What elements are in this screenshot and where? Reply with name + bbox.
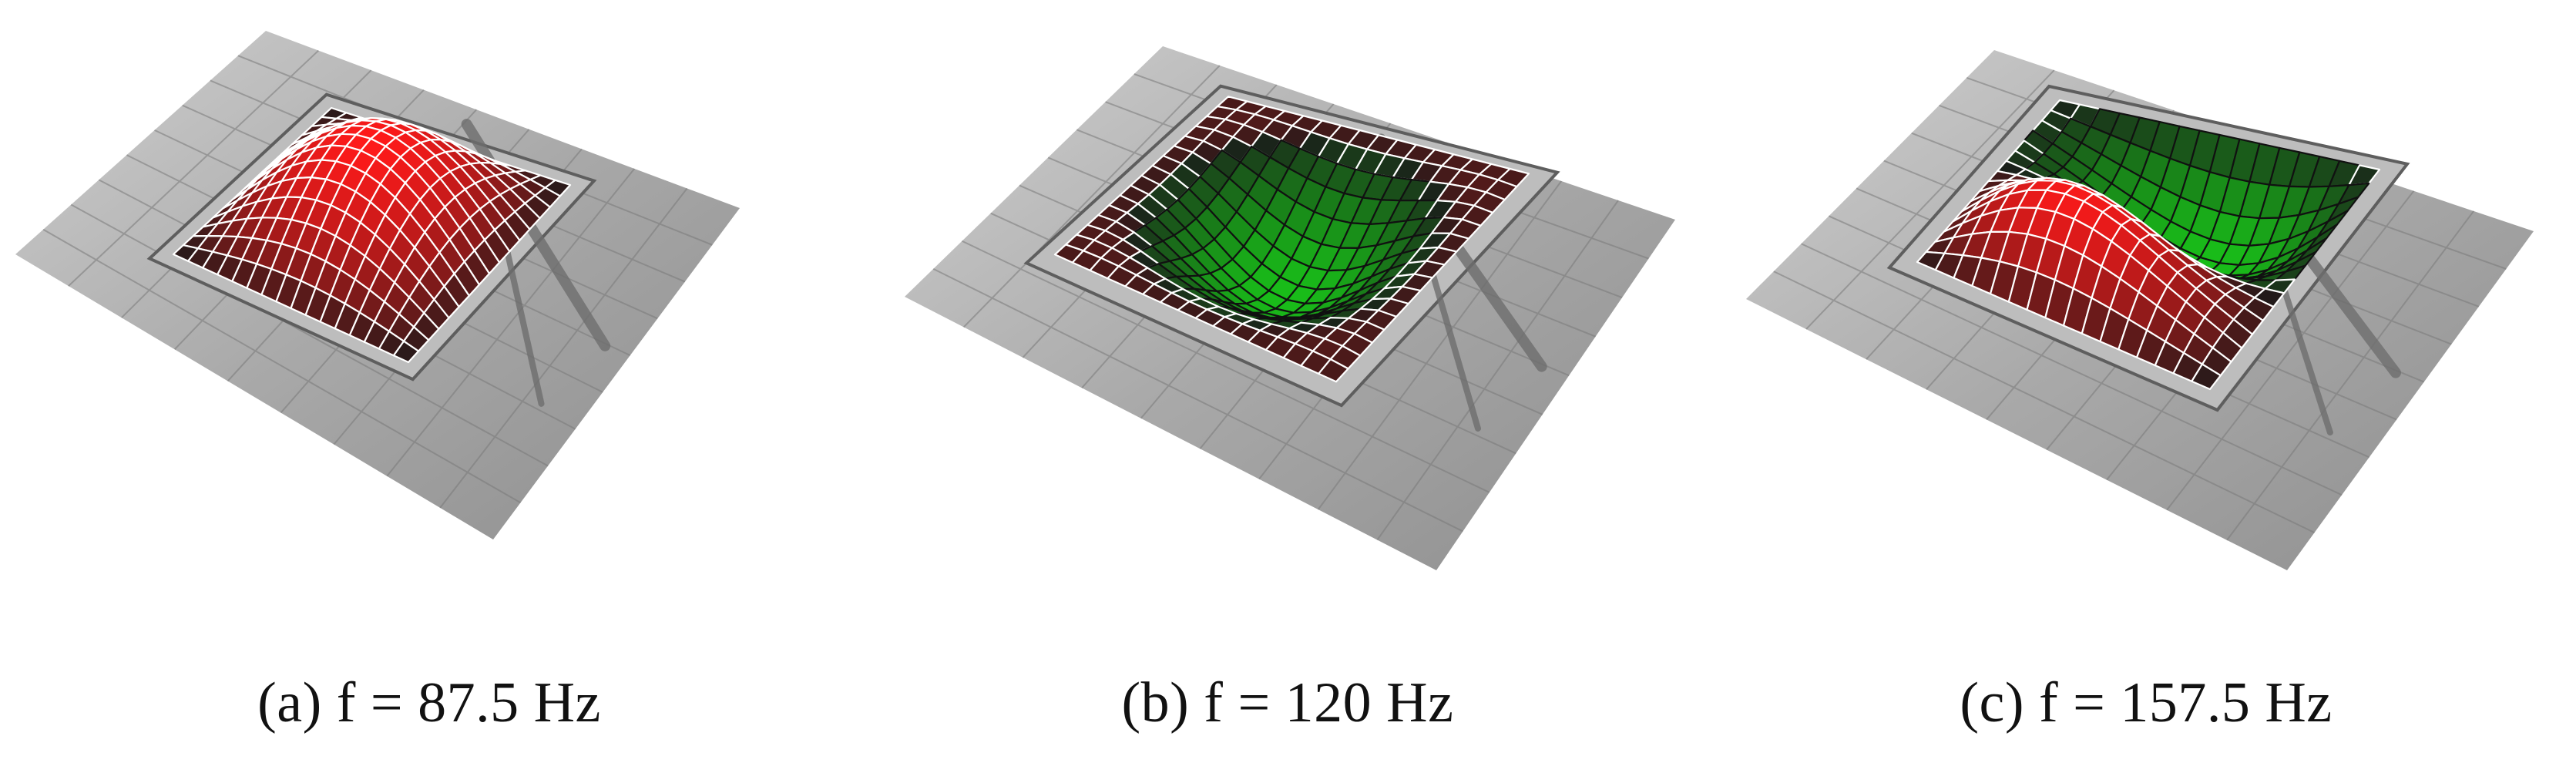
caption-c: (c) f = 157.5 Hz (1960, 671, 2333, 734)
caption-b: (b) f = 120 Hz (1121, 671, 1454, 734)
deformed-plate-mesh (1916, 99, 2381, 391)
caption-a: (a) f = 87.5 Hz (257, 671, 601, 734)
panel-c: (c) f = 157.5 Hz (1717, 0, 2575, 773)
mode-shape-image-b (905, 46, 1675, 570)
deformed-plate-mesh (1053, 96, 1530, 383)
panel-a: (a) f = 87.5 Hz (0, 0, 858, 773)
deformed-plate-mesh (172, 106, 572, 364)
mode-shape-image-a (15, 31, 740, 539)
mode-shape-image-c (1746, 50, 2534, 570)
panel-b: (b) f = 120 Hz (858, 0, 1717, 773)
